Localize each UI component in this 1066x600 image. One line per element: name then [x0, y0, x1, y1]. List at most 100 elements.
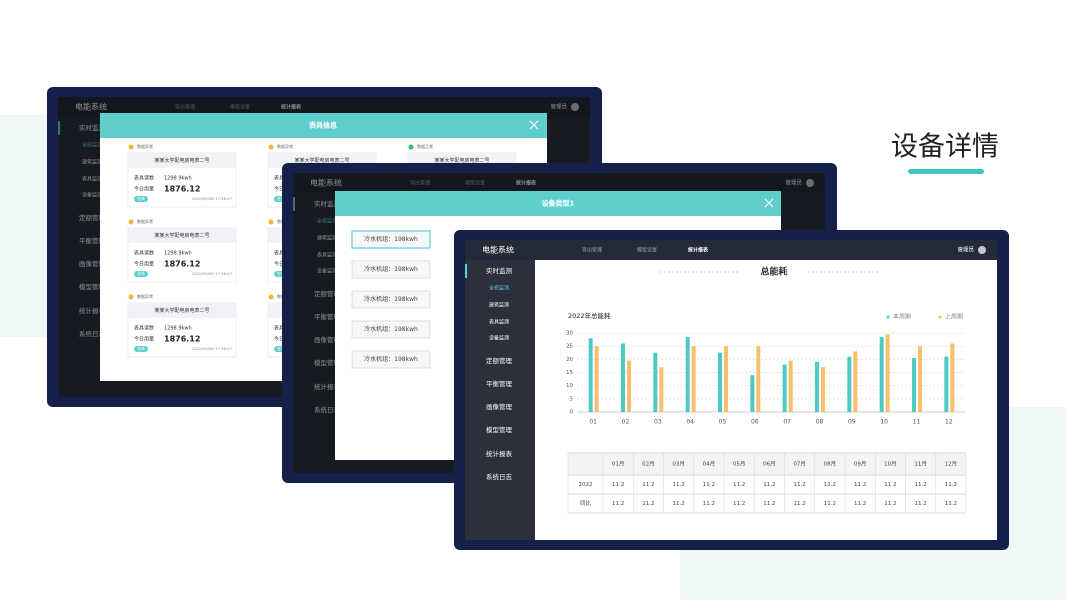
title-underline — [908, 169, 984, 174]
card-name: 某某大学配电房电表二号 — [294, 157, 349, 164]
bar — [659, 367, 664, 412]
label: 表具读数 — [134, 175, 154, 182]
label: 今日用量 — [134, 336, 154, 343]
table-cell: 11.2 — [673, 482, 685, 488]
status-icon — [128, 294, 134, 300]
device-item-text: 冷水机组：198kwh — [364, 235, 418, 243]
bar — [885, 334, 890, 412]
legend-dot — [886, 315, 890, 319]
bar — [944, 356, 949, 412]
brand: 电能系统 — [482, 245, 514, 255]
reading: 1298.9kwh — [164, 326, 192, 332]
sidebar-item: 系统日志 — [314, 405, 341, 414]
sidebar-item: 统计报表 — [486, 449, 513, 458]
badge-text: 在线 — [137, 346, 145, 351]
y-tick-label: 15 — [566, 370, 573, 376]
today-usage: 1876.12 — [164, 335, 200, 344]
top-bar — [465, 240, 997, 260]
table-cell: 11.2 — [642, 482, 654, 488]
table-cell: 11.2 — [612, 482, 624, 488]
modal-title: 表具信息 — [308, 121, 337, 130]
table-cell: 11.2 — [703, 482, 715, 488]
table-cell: 11.2 — [854, 501, 866, 507]
device-item[interactable] — [351, 350, 431, 369]
y-tick-label: 10 — [566, 383, 573, 389]
x-tick-label: 08 — [816, 419, 824, 426]
device-item[interactable] — [351, 260, 431, 279]
y-tick-label: 0 — [570, 410, 574, 416]
sidebar-item: 平衡管理 — [486, 379, 513, 388]
status-icon — [128, 144, 134, 150]
table-cell: 11.2 — [794, 482, 806, 488]
bar — [653, 352, 658, 412]
table-cell: 11.2 — [884, 482, 896, 488]
status-icon — [408, 144, 414, 150]
row-label: 同比 — [580, 499, 592, 507]
sidebar-item: 系统日志 — [486, 472, 513, 481]
card-time: 2020/09/08 17:36:07 — [192, 346, 233, 351]
modal-header — [100, 113, 547, 138]
table-header: 10月 — [884, 461, 897, 468]
screens: 电能系统导出管理模型设置统计报表管理员实时监测全校监测建筑监测表具监测设备监测定… — [47, 87, 1009, 550]
sidebar-item: 统计报表 — [314, 382, 341, 391]
card-status: 数据异常 — [137, 293, 153, 299]
device-item[interactable] — [351, 290, 431, 309]
bar — [879, 336, 884, 412]
badge — [134, 196, 148, 202]
bar — [847, 356, 852, 412]
device-item[interactable] — [351, 320, 431, 339]
table-cell: 11.2 — [915, 501, 927, 507]
label: 表具读数 — [134, 250, 154, 257]
label: 今日用量 — [134, 186, 154, 193]
sidebar-item: 画像管理 — [314, 335, 341, 344]
bar — [782, 364, 787, 412]
card-time: 2020/09/08 17:36:07 — [192, 196, 233, 201]
sidebar-item: 定额管理 — [486, 356, 513, 365]
bar — [788, 360, 793, 412]
x-tick-label: 06 — [751, 419, 759, 426]
device-item-text: 冷水机组：198kwh — [364, 325, 418, 333]
brand: 电能系统 — [75, 102, 107, 112]
sidebar-subitem: 表具监测 — [489, 319, 509, 326]
table-header: 12月 — [945, 461, 958, 468]
card-name: 某某大学配电房电表二号 — [154, 157, 209, 164]
sidebar-item: 定额管理 — [314, 289, 341, 298]
x-tick-label: 04 — [686, 419, 694, 426]
legend-dot — [938, 315, 942, 319]
table-cell: 11.2 — [733, 501, 745, 507]
table-header: 03月 — [672, 461, 685, 468]
user-name: 管理员 — [957, 246, 974, 254]
avatar — [978, 246, 986, 254]
nav-item: 导出管理 — [410, 180, 430, 187]
card-head — [128, 303, 236, 318]
card-name: 某某大学配电房电表二号 — [154, 307, 209, 314]
card-time: 2020/09/08 17:36:07 — [192, 271, 233, 276]
status-icon — [268, 294, 274, 300]
y-tick-label: 30 — [566, 331, 573, 337]
y-tick-label: 5 — [570, 396, 574, 402]
bar — [853, 351, 858, 412]
badge-text: 在线 — [277, 271, 285, 276]
bar — [724, 346, 728, 412]
sidebar-item: 实时监测 — [486, 266, 513, 275]
x-tick-label: 09 — [848, 419, 856, 426]
table-cell: 11.2 — [824, 482, 836, 488]
bar — [750, 375, 755, 412]
close-icon — [764, 198, 774, 208]
table-cell: 11.2 — [854, 482, 866, 488]
table-cell: 11.2 — [763, 482, 775, 488]
today-usage: 1876.12 — [164, 185, 200, 194]
user-name: 管理员 — [550, 103, 567, 111]
nav-item: 导出管理 — [175, 104, 195, 111]
table-cell: 11.2 — [915, 482, 927, 488]
sidebar-subitem: 表具监测 — [317, 252, 337, 259]
sidebar-subitem: 建筑监测 — [489, 302, 509, 309]
sidebar-item: 系统日志 — [79, 329, 106, 338]
sidebar-subitem: 设备监测 — [317, 268, 337, 275]
device-item[interactable] — [351, 230, 431, 249]
table-cell: 11.2 — [945, 501, 957, 507]
table-header: 07月 — [793, 461, 806, 468]
sidebar-item: 平衡管理 — [79, 236, 106, 245]
bar — [756, 346, 761, 412]
badge-text: 在线 — [137, 271, 145, 276]
